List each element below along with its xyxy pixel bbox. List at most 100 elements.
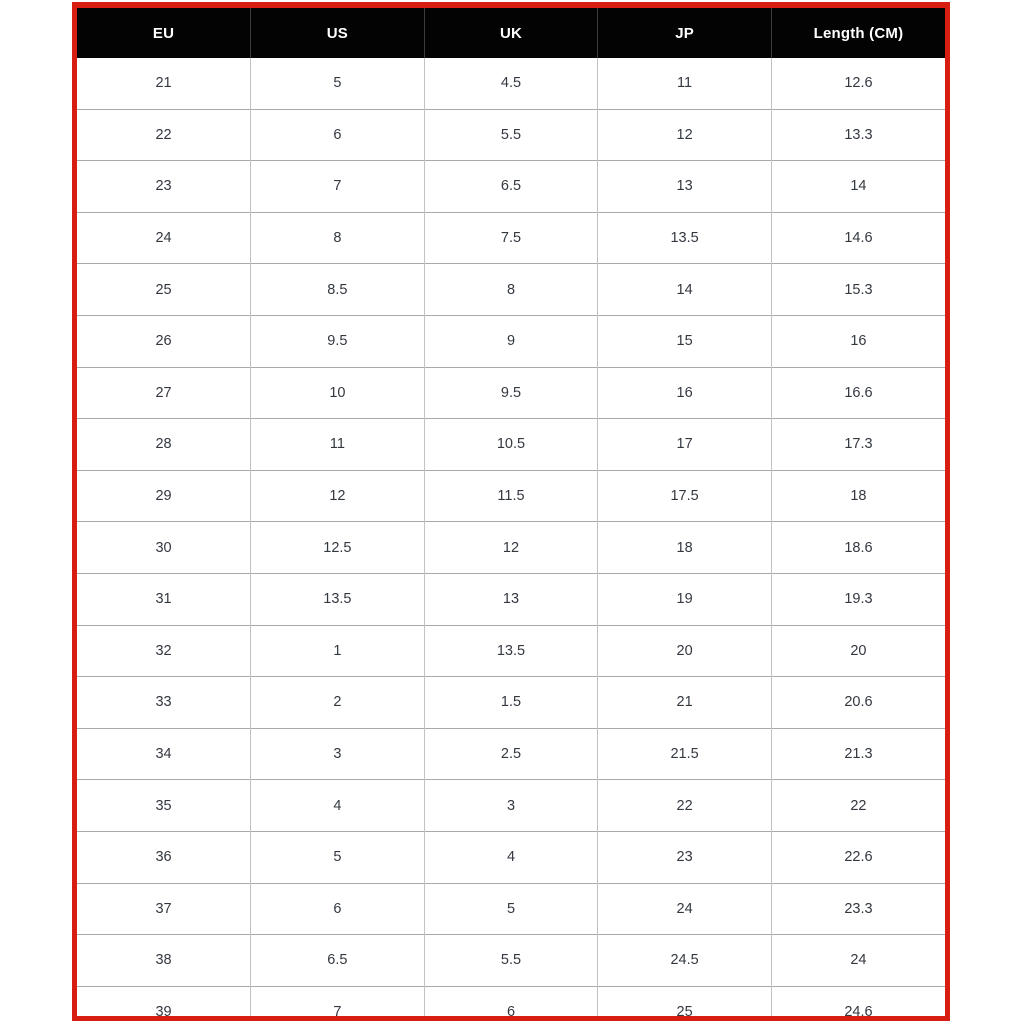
- cell-value: 38: [155, 952, 172, 969]
- cell-value: 13.5: [496, 642, 526, 659]
- cell-value: 4: [333, 797, 342, 814]
- cell-value: 10.5: [496, 436, 526, 453]
- cell-value: 16.6: [844, 384, 873, 401]
- cell-jp: 24: [597, 882, 772, 935]
- cell-value: 23.3: [844, 900, 873, 917]
- cell-us: 11: [250, 418, 425, 471]
- cell-us: 12: [250, 469, 425, 522]
- cell-value: 12.6: [844, 75, 873, 92]
- cell-us: 6: [250, 882, 425, 935]
- column-header-uk: UK: [424, 8, 599, 58]
- cell-us: 10: [250, 366, 425, 419]
- cell-value: 33: [155, 694, 172, 711]
- cell-length: 15.3: [771, 263, 945, 316]
- cell-value: 1.5: [500, 694, 522, 711]
- cell-value: 21: [676, 694, 693, 711]
- table-row: 33 2 1.5 21 20.6: [77, 676, 945, 729]
- cell-value: 8: [333, 230, 342, 247]
- cell-length: 16.6: [771, 366, 945, 419]
- cell-uk: 5: [424, 882, 599, 935]
- cell-value: 11: [329, 436, 345, 453]
- cell-eu: 24: [77, 211, 252, 264]
- cell-us: 4: [250, 779, 425, 832]
- cell-value: 5.5: [500, 126, 522, 143]
- cell-value: 12: [502, 539, 520, 556]
- cell-length: 16: [771, 314, 945, 368]
- cell-value: 31: [155, 591, 172, 608]
- cell-value: 9.5: [500, 384, 522, 401]
- cell-us: 2: [250, 676, 425, 729]
- table-row: 24 8 7.5 13.5 14.6: [77, 211, 945, 264]
- table-row: 28 11 10.5 17 17.3: [77, 418, 945, 471]
- cell-uk: 13.5: [424, 624, 599, 677]
- cell-eu: 33: [77, 676, 252, 729]
- cell-jp: 20: [597, 624, 772, 677]
- cell-eu: 22: [77, 108, 252, 161]
- cell-value: 29: [155, 488, 172, 505]
- table-row: 22 6 5.5 12 13.3: [77, 108, 945, 161]
- table-body: 21 5 4.5 11 12.6 22 6 5.5 12 13.3 23 7 6.5 13 14 24 8 7.5…: [77, 58, 945, 1016]
- cell-uk: 8: [424, 263, 599, 316]
- table-row: 21 5 4.5 11 12.6: [77, 58, 945, 110]
- cell-value: 27: [155, 384, 172, 401]
- cell-uk: 4: [424, 830, 599, 883]
- cell-jp: 14: [597, 263, 772, 316]
- cell-eu: 29: [77, 469, 252, 522]
- cell-value: 12: [329, 488, 346, 505]
- cell-eu: 35: [77, 779, 252, 832]
- cell-value: 13.5: [323, 591, 352, 608]
- cell-value: 14.6: [844, 230, 873, 247]
- table-row: 38 6.5 5.5 24.5 24: [77, 934, 945, 987]
- table-row: 25 8.5 8 14 15.3: [77, 263, 945, 316]
- cell-value: 2.5: [500, 746, 522, 763]
- cell-value: 11: [677, 75, 693, 92]
- cell-jp: 13.5: [597, 211, 772, 264]
- cell-value: 11.5: [497, 488, 525, 505]
- cell-value: 28: [155, 436, 172, 453]
- cell-uk: 6.5: [424, 160, 599, 213]
- cell-value: 18.6: [844, 539, 873, 556]
- cell-value: 19: [676, 591, 693, 608]
- cell-value: 16: [850, 333, 867, 350]
- cell-uk: 9.5: [424, 366, 599, 419]
- cell-uk: 11.5: [424, 469, 599, 522]
- size-conversion-table: EU US UK JP Length (CM) 21 5 4.5 11 12.6 22 6 5…: [77, 8, 945, 1016]
- cell-value: 5.5: [500, 952, 522, 969]
- cell-value: 13.5: [670, 230, 699, 247]
- table-row: 27 10 9.5 16 16.6: [77, 366, 945, 419]
- cell-value: 13.3: [844, 126, 873, 143]
- cell-us: 13.5: [250, 572, 425, 626]
- cell-value: 36: [155, 849, 172, 866]
- table-row: 32 1 13.5 20 20: [77, 624, 945, 677]
- table-row: 36 5 4 23 22.6: [77, 830, 945, 883]
- cell-value: 18: [676, 539, 693, 556]
- cell-value: 23: [676, 849, 693, 866]
- cell-length: 20.6: [771, 676, 945, 729]
- cell-value: 35: [155, 797, 172, 814]
- cell-value: 13: [502, 591, 520, 608]
- cell-value: 30: [155, 539, 172, 556]
- column-header-us: US: [250, 8, 425, 58]
- cell-eu: 23: [77, 160, 252, 213]
- cell-eu: 31: [77, 572, 252, 626]
- cell-value: 20: [850, 642, 867, 659]
- cell-value: 4.5: [500, 75, 522, 92]
- cell-value: 21.5: [670, 746, 699, 763]
- table-row: 23 7 6.5 13 14: [77, 160, 945, 213]
- cell-value: 37: [155, 900, 172, 917]
- table-row: 37 6 5 24 23.3: [77, 882, 945, 935]
- cell-jp: 17: [597, 418, 772, 471]
- cell-value: 22.6: [844, 849, 873, 866]
- cell-length: 14.6: [771, 211, 945, 264]
- cell-value: 5: [333, 849, 342, 866]
- cell-jp: 24.5: [597, 934, 772, 987]
- cell-value: 24: [850, 952, 867, 969]
- cell-value: 16: [676, 384, 693, 401]
- cell-value: 7: [333, 178, 342, 195]
- cell-value: 23: [155, 178, 172, 195]
- cell-eu: 27: [77, 366, 252, 419]
- cell-value: 15: [676, 333, 693, 350]
- table-row: 31 13.5 13 19 19.3: [77, 572, 945, 626]
- cell-value: 5: [333, 75, 342, 92]
- cell-value: 4: [506, 849, 516, 866]
